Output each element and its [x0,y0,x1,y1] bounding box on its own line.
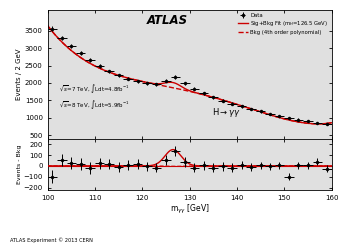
Sig+Bkg Fit (m$_H$=126.5 GeV) [174,82,178,85]
Sig+Bkg Fit (m$_H$=126.5 GeV) [46,24,50,27]
Text: ATLAS: ATLAS [146,14,187,27]
Text: $\sqrt{s}$=8 TeV, $\int$Ldt=5.9fb$^{-1}$: $\sqrt{s}$=8 TeV, $\int$Ldt=5.9fb$^{-1}$ [59,99,130,112]
Bkg (4th order polynomial) [119,74,123,77]
Bkg (4th order polynomial) [329,121,334,124]
Text: H$\rightarrow\gamma\gamma$: H$\rightarrow\gamma\gamma$ [212,106,241,120]
Bkg (4th order polynomial) [96,66,100,69]
Y-axis label: Events - Bkg: Events - Bkg [17,145,22,184]
Bkg (4th order polynomial) [213,96,217,99]
Sig+Bkg Fit (m$_H$=126.5 GeV) [96,66,100,69]
X-axis label: m$_{\gamma\gamma}$ [GeV]: m$_{\gamma\gamma}$ [GeV] [170,203,209,216]
Legend: Data, Sig+Bkg Fit (m$_H$=126.5 GeV), Bkg (4th order polynomial): Data, Sig+Bkg Fit (m$_H$=126.5 GeV), Bkg… [237,12,329,35]
Line: Bkg (4th order polynomial): Bkg (4th order polynomial) [48,26,332,124]
Bkg (4th order polynomial) [259,111,264,114]
Line: Sig+Bkg Fit (m$_H$=126.5 GeV): Sig+Bkg Fit (m$_H$=126.5 GeV) [48,26,332,124]
Sig+Bkg Fit (m$_H$=126.5 GeV) [235,103,239,106]
Sig+Bkg Fit (m$_H$=126.5 GeV) [329,121,334,124]
Y-axis label: Events / 2 GeV: Events / 2 GeV [16,49,22,100]
Sig+Bkg Fit (m$_H$=126.5 GeV) [213,96,217,99]
Text: $\sqrt{s}$=7 TeV, $\int$Ldt=4.8fb$^{-1}$: $\sqrt{s}$=7 TeV, $\int$Ldt=4.8fb$^{-1}$ [59,82,130,95]
Sig+Bkg Fit (m$_H$=126.5 GeV) [316,122,320,125]
Bkg (4th order polynomial) [316,122,320,125]
Bkg (4th order polynomial) [235,103,239,106]
Sig+Bkg Fit (m$_H$=126.5 GeV) [259,111,264,114]
Bkg (4th order polynomial) [46,24,50,27]
Bkg (4th order polynomial) [174,87,178,90]
Sig+Bkg Fit (m$_H$=126.5 GeV) [119,74,123,77]
Text: ATLAS Experiment © 2013 CERN: ATLAS Experiment © 2013 CERN [10,237,93,243]
